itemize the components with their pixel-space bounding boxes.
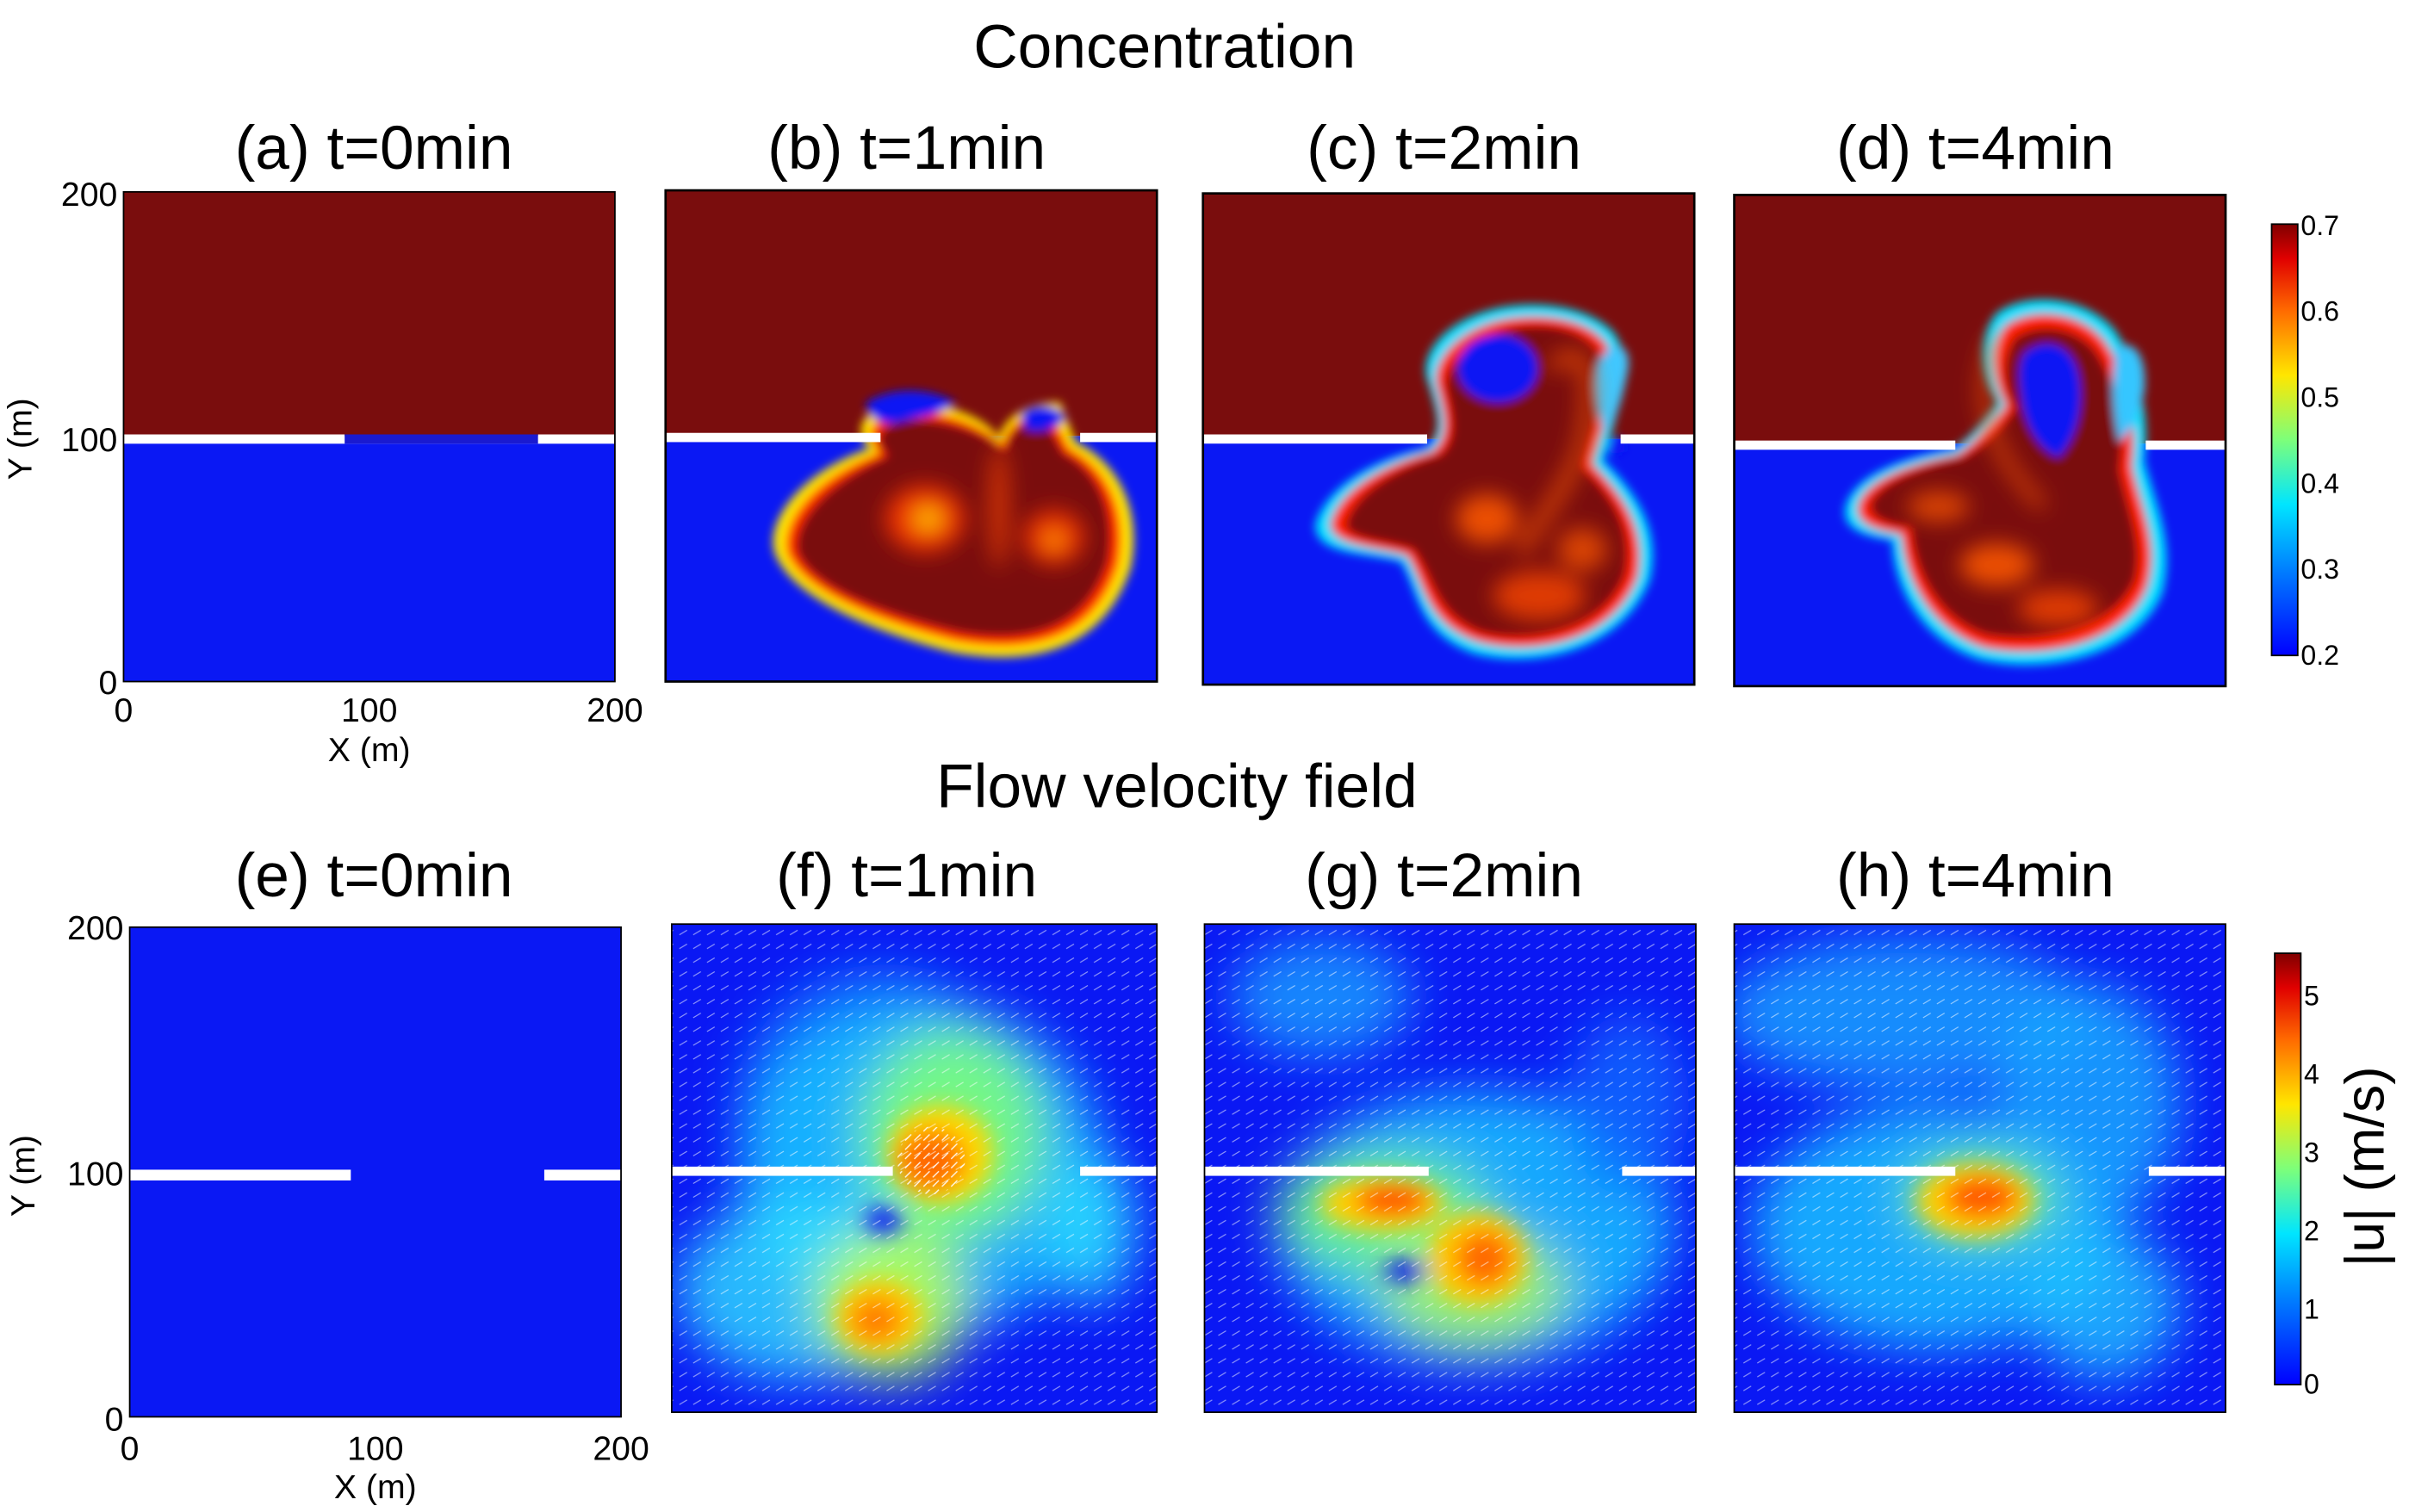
vel-cb-tick-5: 5	[2304, 981, 2319, 1012]
panel-title-g: (g) t=2min	[1305, 841, 1583, 910]
panel-title-b: (b) t=1min	[767, 114, 1046, 183]
panel-title-e: (e) t=0min	[235, 841, 513, 910]
panel-e-frame	[128, 926, 622, 1418]
panel-e-xtick-200: 200	[593, 1429, 649, 1467]
panel-g-frame	[1203, 923, 1697, 1414]
panel-title-d: (d) t=4min	[1836, 114, 2114, 183]
panel-b	[664, 189, 1158, 683]
panel-a-xlabel: X (m)	[328, 731, 411, 769]
panel-a-ytick-200: 200	[61, 176, 117, 214]
panel-e-barrier-left	[129, 1169, 351, 1180]
panel-e-xlabel: X (m)	[334, 1468, 417, 1506]
panel-c-upper-blue-eddy	[1457, 334, 1538, 403]
panel-c	[1201, 192, 1696, 686]
velocity-colorbar: 5 4 3 2 1 0 |u| (m/s)	[2274, 952, 2396, 1400]
conc-cb-tick-0.4: 0.4	[2300, 468, 2339, 499]
panel-a-xtick-100: 100	[341, 691, 397, 729]
panel-f-frame	[670, 923, 1158, 1414]
conc-cb-tick-0.3: 0.3	[2300, 554, 2339, 585]
vel-cb-tick-3: 3	[2304, 1137, 2319, 1168]
panel-e-xtick-100: 100	[347, 1429, 403, 1467]
conc-cb-tick-0.7: 0.7	[2300, 210, 2339, 241]
panel-b-frame	[664, 189, 1158, 683]
panel-a-xtick-200: 200	[587, 691, 643, 729]
panel-e: 200 100 0 0 100 200 X (m) Y (m)	[4, 909, 649, 1506]
conc-cb-tick-0.6: 0.6	[2300, 296, 2339, 327]
concentration-title: Concentration	[973, 12, 1356, 81]
panel-e-ylabel: Y (m)	[4, 1135, 42, 1217]
panel-a-ytick-100: 100	[61, 421, 117, 459]
vel-cb-tick-4: 4	[2304, 1059, 2319, 1090]
panel-a-xtick-0: 0	[115, 691, 133, 729]
conc-cb-tick-0.5: 0.5	[2300, 381, 2339, 412]
panel-h	[1733, 923, 2226, 1414]
panel-f	[670, 923, 1158, 1414]
panel-e-barrier-right	[543, 1169, 622, 1180]
panel-a-barrier-left	[123, 434, 345, 444]
panel-a-ytick-0: 0	[99, 664, 118, 702]
panel-a-upper-region	[123, 191, 615, 437]
panel-e-ytick-100: 100	[67, 1155, 123, 1193]
velocity-colorbar-label: |u| (m/s)	[2334, 1066, 2396, 1267]
panel-title-c: (c) t=2min	[1307, 114, 1581, 183]
panel-e-xtick-0: 0	[121, 1429, 140, 1467]
panel-d-frame	[1733, 194, 2227, 688]
concentration-colorbar-gradient	[2270, 223, 2299, 657]
vel-cb-tick-2: 2	[2304, 1215, 2319, 1246]
panel-a-ylabel: Y (m)	[1, 398, 39, 480]
panel-a-barrier-right	[537, 434, 615, 444]
panel-h-frame	[1733, 923, 2226, 1414]
panel-a-lower-region	[123, 443, 615, 682]
conc-cb-tick-0.2: 0.2	[2300, 640, 2339, 671]
velocity-colorbar-gradient	[2274, 952, 2302, 1385]
panel-d-loop-hole	[2019, 344, 2081, 458]
panel-title-a: (a) t=0min	[235, 114, 513, 183]
panel-d	[1733, 194, 2227, 688]
panel-e-ytick-200: 200	[67, 909, 123, 947]
panel-title-h: (h) t=4min	[1836, 841, 2114, 910]
panel-e-ytick-0: 0	[105, 1401, 124, 1439]
vel-cb-tick-1: 1	[2304, 1293, 2319, 1324]
panel-a-frame	[122, 190, 616, 683]
vel-cb-tick-0: 0	[2304, 1369, 2319, 1400]
panel-c-frame	[1201, 192, 1696, 686]
panel-g	[1203, 923, 1697, 1414]
concentration-colorbar: 0.7 0.6 0.5 0.4 0.3 0.2	[2270, 210, 2339, 671]
velocity-title: Flow velocity field	[936, 753, 1418, 821]
panel-a-opening	[345, 434, 538, 444]
panel-title-f: (f) t=1min	[776, 841, 1037, 910]
panel-a: 200 100 0 0 100 200 X (m) Y (m)	[1, 176, 643, 769]
